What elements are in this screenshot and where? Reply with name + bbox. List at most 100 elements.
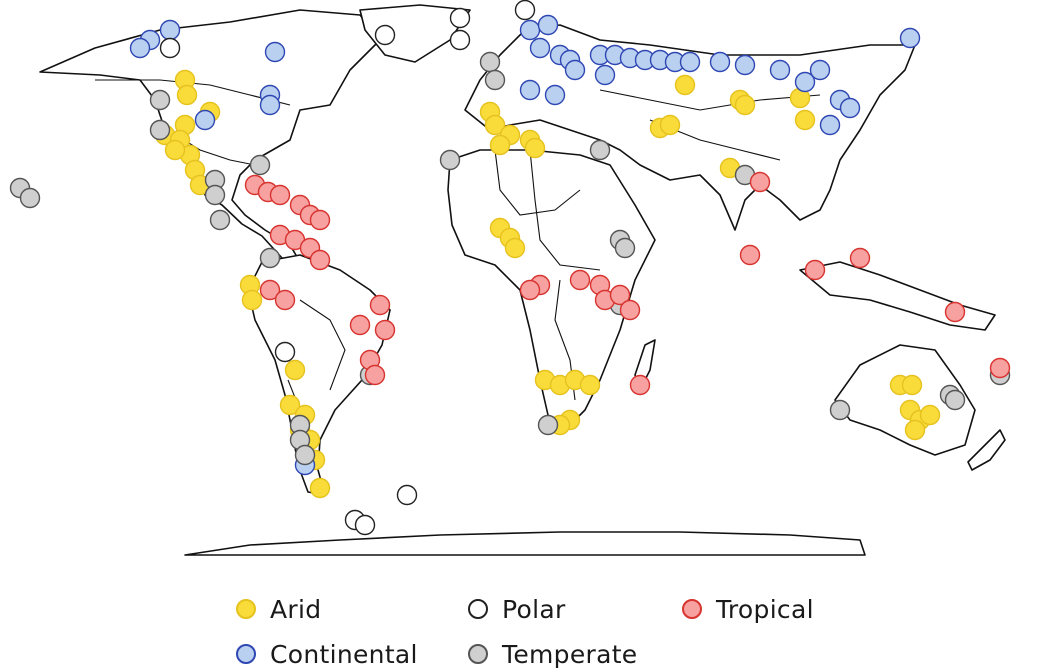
site-marker-arid	[241, 289, 263, 311]
legend-label: Arid	[270, 594, 322, 624]
polar-marker-icon	[468, 599, 488, 619]
site-marker-temperate	[19, 187, 41, 209]
site-marker-temperate	[209, 209, 231, 231]
site-marker-continental	[819, 114, 841, 136]
site-marker-continental	[519, 19, 541, 41]
site-marker-arid	[919, 404, 941, 426]
site-marker-temperate	[149, 119, 171, 141]
site-marker-polar	[514, 0, 536, 21]
legend-item-tropical: Tropical	[682, 592, 814, 626]
site-marker-temperate	[944, 389, 966, 411]
site-marker-arid	[734, 94, 756, 116]
legend-item-arid: Arid	[236, 592, 321, 626]
site-marker-temperate	[537, 414, 559, 436]
site-marker-tropical	[309, 209, 331, 231]
site-marker-continental	[734, 54, 756, 76]
legend-item-polar: Polar	[468, 592, 566, 626]
site-marker-tropical	[519, 279, 541, 301]
landmass-australia	[834, 344, 976, 456]
site-marker-tropical	[944, 301, 966, 323]
site-marker-tropical	[259, 279, 281, 301]
legend-item-temperate: Temperate	[468, 637, 638, 671]
site-marker-temperate	[259, 247, 281, 269]
site-marker-continental	[899, 27, 921, 49]
landmass-south-america	[247, 254, 391, 496]
site-marker-arid	[484, 114, 506, 136]
legend: Arid Polar Tropical Continental Temperat…	[236, 590, 856, 671]
legend-label: Polar	[502, 594, 566, 624]
site-marker-polar	[159, 37, 181, 59]
site-marker-polar	[396, 484, 418, 506]
site-marker-tropical	[739, 244, 761, 266]
site-marker-temperate	[479, 51, 501, 73]
site-marker-temperate	[204, 184, 226, 206]
world-map	[9, 0, 1011, 556]
site-marker-arid	[176, 84, 198, 106]
site-marker-tropical	[369, 294, 391, 316]
site-marker-tropical	[989, 357, 1011, 379]
site-marker-continental	[564, 59, 586, 81]
site-marker-tropical	[374, 319, 396, 341]
site-marker-polar	[354, 514, 376, 536]
site-marker-continental	[159, 19, 181, 41]
site-marker-tropical	[609, 284, 631, 306]
site-marker-temperate	[829, 399, 851, 421]
site-marker-temperate	[484, 69, 506, 91]
site-marker-tropical	[274, 289, 296, 311]
landmass-greenland	[359, 4, 471, 63]
landmass-antarctica	[184, 531, 866, 556]
site-marker-continental	[519, 79, 541, 101]
site-marker-arid	[904, 419, 926, 441]
site-marker-arid	[164, 139, 186, 161]
site-marker-arid	[524, 137, 546, 159]
site-marker-tropical	[269, 184, 291, 206]
continental-marker-icon	[236, 644, 256, 664]
site-marker-temperate	[614, 237, 636, 259]
site-marker-continental	[537, 14, 559, 36]
site-marker-temperate	[589, 139, 611, 161]
legend-label: Tropical	[716, 594, 814, 624]
site-marker-arid	[659, 114, 681, 136]
site-marker-continental	[769, 59, 791, 81]
site-marker-continental	[594, 64, 616, 86]
site-marker-continental	[259, 94, 281, 116]
temperate-marker-icon	[468, 644, 488, 664]
site-marker-arid	[579, 374, 601, 396]
site-marker-tropical	[309, 249, 331, 271]
site-marker-temperate	[149, 89, 171, 111]
arid-marker-icon	[236, 599, 256, 619]
site-marker-tropical	[569, 269, 591, 291]
tropical-marker-icon	[682, 599, 702, 619]
site-marker-tropical	[849, 247, 871, 269]
site-marker-continental	[529, 37, 551, 59]
legend-label: Continental	[270, 639, 418, 669]
site-marker-arid	[279, 394, 301, 416]
site-marker-arid	[504, 237, 526, 259]
site-marker-polar	[449, 7, 471, 29]
site-marker-continental	[544, 84, 566, 106]
site-marker-tropical	[364, 364, 386, 386]
sample-sites	[9, 0, 1011, 536]
site-marker-continental	[709, 51, 731, 73]
site-marker-tropical	[349, 314, 371, 336]
site-marker-arid	[794, 109, 816, 131]
site-marker-tropical	[804, 259, 826, 281]
site-marker-temperate	[439, 149, 461, 171]
site-marker-polar	[449, 29, 471, 51]
site-marker-temperate	[249, 154, 271, 176]
site-marker-continental	[794, 71, 816, 93]
site-marker-continental	[194, 109, 216, 131]
landmass-maritime-asia	[799, 261, 996, 331]
site-marker-polar	[374, 24, 396, 46]
site-marker-continental	[679, 51, 701, 73]
site-marker-tropical	[749, 171, 771, 193]
landmass-new-zealand	[967, 429, 1006, 471]
site-marker-arid	[309, 477, 331, 499]
site-marker-temperate	[294, 444, 316, 466]
site-marker-arid	[489, 134, 511, 156]
legend-item-continental: Continental	[236, 637, 418, 671]
site-marker-continental	[129, 37, 151, 59]
site-marker-tropical	[629, 374, 651, 396]
site-marker-tropical	[619, 299, 641, 321]
site-marker-arid	[901, 374, 923, 396]
